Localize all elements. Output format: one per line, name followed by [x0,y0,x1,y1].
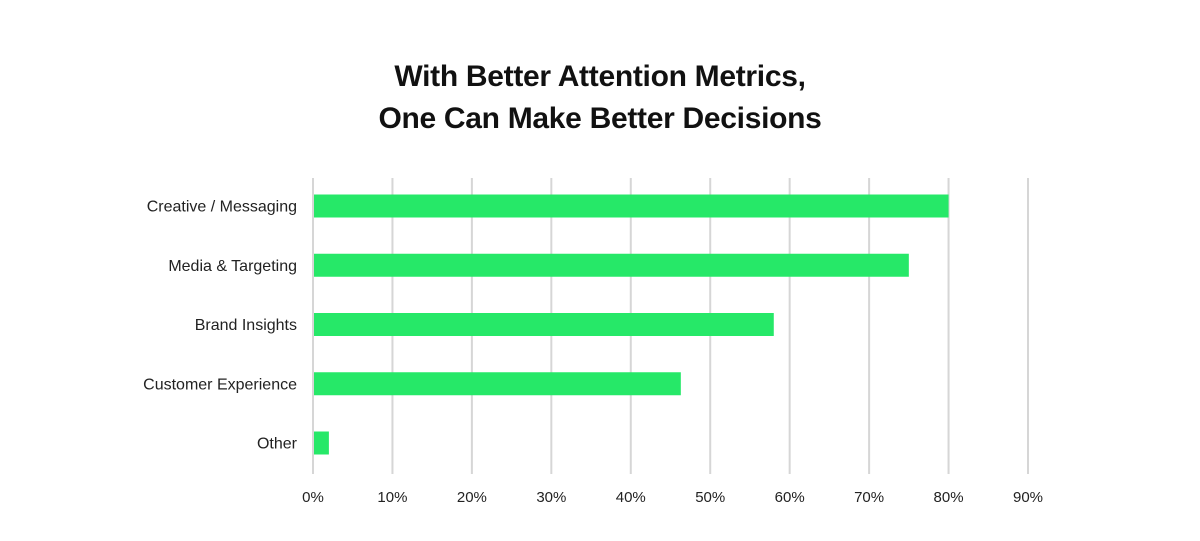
category-label: Media & Targeting [168,258,297,275]
x-tick-labels: 0% 10% 20% 30% 40% 50% 60% 70% 80% 90% [302,489,1043,506]
x-tick-label: 30% [536,489,566,506]
bar [314,431,329,455]
category-label: Creative / Messaging [147,199,297,216]
x-tick-label: 80% [934,489,964,506]
x-tick-label: 10% [377,489,407,506]
chart-title-line-1: With Better Attention Metrics, [394,60,806,93]
bar [314,313,774,336]
bars [314,194,949,455]
category-label: Customer Experience [143,376,297,393]
x-tick-label: 50% [695,489,725,506]
x-tick-label: 40% [616,489,646,506]
x-tick-label: 70% [854,489,884,506]
x-tick-label: 0% [302,489,324,506]
category-label: Other [257,436,298,453]
x-tick-label: 60% [775,489,805,506]
bar [314,372,681,396]
x-tick-label: 90% [1013,489,1043,506]
chart-title: With Better Attention Metrics, One Can M… [0,56,1200,140]
category-labels: Creative / Messaging Media & Targeting Bra… [143,199,298,453]
x-tick-label: 20% [457,489,487,506]
chart-title-line-2: One Can Make Better Decisions [378,102,822,135]
bar [314,253,909,277]
bar [314,194,949,218]
category-label: Brand Insights [195,317,297,334]
